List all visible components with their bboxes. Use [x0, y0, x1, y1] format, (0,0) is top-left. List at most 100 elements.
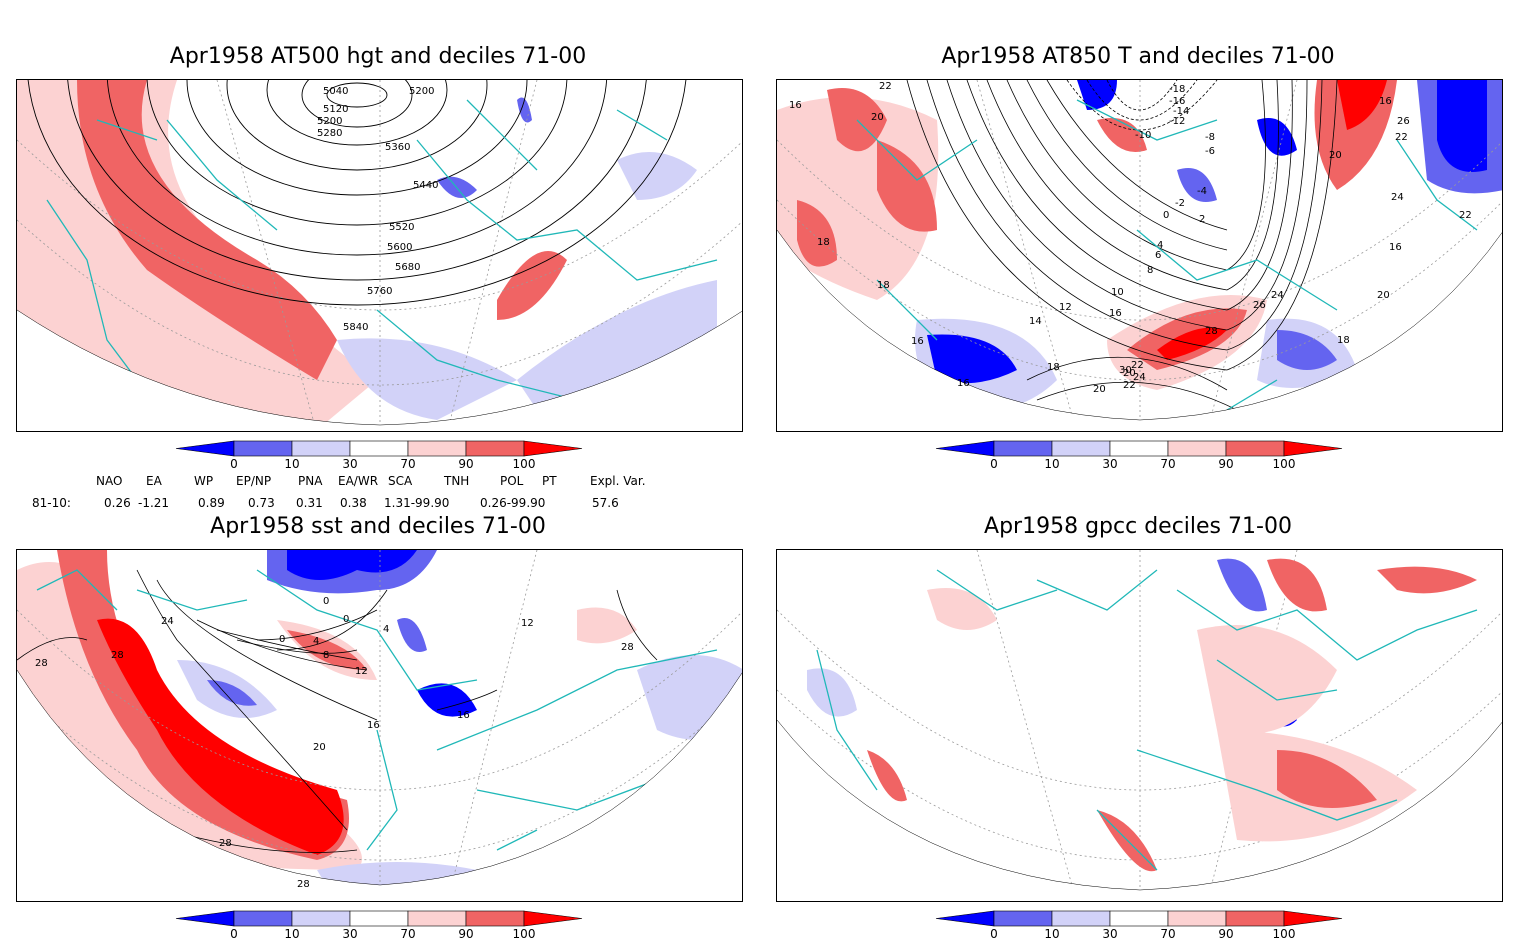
svg-text:4: 4 — [383, 624, 389, 635]
index-header: EP/NP — [236, 474, 272, 488]
colorbar-tick-label: 70 — [400, 457, 415, 471]
svg-text:8: 8 — [323, 650, 329, 661]
svg-text:12: 12 — [521, 618, 534, 629]
colorbar-segment-c70_90 — [1167, 910, 1227, 927]
colorbar-segment-c90_100 — [1225, 440, 1285, 457]
colorbar-above-100 — [1283, 440, 1343, 457]
svg-text:18: 18 — [817, 237, 830, 248]
colorbar-t850: 0 10 30 70 90 100 — [935, 439, 1356, 475]
svg-text:22: 22 — [879, 81, 892, 92]
svg-text:28: 28 — [111, 650, 124, 661]
svg-text:24: 24 — [161, 616, 174, 627]
colorbar-swatches: 0 10 30 70 90 100 — [935, 910, 1343, 941]
contour-labels-hgt: 5040 5120 5200 5280 5200 5360 5440 5520 … — [317, 86, 438, 333]
svg-text:22: 22 — [1131, 360, 1144, 371]
index-header: EA/WR — [338, 474, 379, 488]
svg-text:24: 24 — [1391, 192, 1404, 203]
colorbar-segment-c30_70 — [1109, 910, 1169, 927]
svg-text:5680: 5680 — [395, 262, 420, 273]
svg-text:12: 12 — [355, 666, 368, 677]
svg-text:4: 4 — [1157, 240, 1163, 251]
colorbar-hgt: 0 10 30 70 90 100 — [175, 439, 596, 475]
colorbar-segment-c70_90 — [1167, 440, 1227, 457]
index-header: TNH — [444, 474, 470, 488]
colorbar-gpcc: 0 10 30 70 90 100 — [935, 909, 1356, 945]
colorbar-segment-c70_90 — [407, 910, 467, 927]
colorbar-tick-label: 30 — [342, 457, 357, 471]
svg-text:20: 20 — [1329, 150, 1342, 161]
index-value: 0.26 — [104, 496, 131, 510]
panel-title-hgt: Apr1958 AT500 hgt and deciles 71-00 — [169, 44, 587, 69]
colorbar-tick-label: 10 — [1044, 927, 1059, 941]
svg-text:18: 18 — [1047, 362, 1060, 373]
colorbar-tick-label: 100 — [1273, 457, 1296, 471]
svg-text:2: 2 — [1199, 214, 1205, 225]
colorbar-below-0 — [935, 910, 995, 927]
colorbar-tick-label: 90 — [1218, 457, 1233, 471]
colorbar-tick-label: 10 — [284, 457, 299, 471]
index-value: 0.31 — [296, 496, 323, 510]
svg-text:4: 4 — [313, 636, 319, 647]
map-panel-t850: 22 16 20 18 18 16 16 -18 -16 -14 -12 -10… — [776, 79, 1503, 432]
index-value: 57.6 — [592, 496, 619, 510]
contour-labels-t850: 22 16 20 18 18 16 16 -18 -16 -14 -12 -10… — [789, 81, 1472, 395]
colorbar-segment-c30_70 — [349, 440, 409, 457]
colorbar-above-100 — [523, 440, 583, 457]
map-t850: 22 16 20 18 18 16 16 -18 -16 -14 -12 -10… — [777, 80, 1502, 421]
colorbar-tick-label: 0 — [990, 927, 998, 941]
svg-text:5360: 5360 — [385, 142, 410, 153]
colorbar-segment-c10_30 — [291, 440, 351, 457]
svg-text:-12: -12 — [1169, 116, 1185, 127]
index-value: 1.31-99.90 — [384, 496, 450, 510]
index-header: POL — [500, 474, 524, 488]
index-header: PT — [542, 474, 557, 488]
svg-text:5120: 5120 — [323, 104, 348, 115]
svg-text:16: 16 — [1379, 96, 1392, 107]
colorbar-tick-label: 70 — [1160, 927, 1175, 941]
svg-text:0: 0 — [279, 634, 285, 645]
svg-text:26: 26 — [1253, 300, 1266, 311]
index-header: Expl. Var. — [590, 474, 646, 488]
colorbar-swatches: 0 10 30 70 90 100 — [935, 440, 1343, 471]
svg-text:6: 6 — [1155, 250, 1161, 261]
svg-text:5600: 5600 — [387, 242, 412, 253]
colorbar-segment-c30_70 — [1109, 440, 1169, 457]
colorbar-segment-c90_100 — [1225, 910, 1285, 927]
svg-text:-4: -4 — [1197, 186, 1207, 197]
colorbar-below-0 — [175, 910, 235, 927]
svg-text:16: 16 — [457, 710, 470, 721]
svg-text:-14: -14 — [1173, 106, 1189, 117]
svg-text:-18: -18 — [1169, 84, 1185, 95]
colorbar-segment-c0_10 — [993, 440, 1053, 457]
indices-table: NAO EA WP EP/NP PNA EA/WR SCA TNH POL PT… — [0, 474, 760, 514]
colorbar-tick-label: 0 — [230, 927, 238, 941]
svg-text:-2: -2 — [1175, 198, 1185, 209]
svg-text:20: 20 — [1377, 290, 1390, 301]
colorbar-swatches: 0 10 30 70 90 100 — [175, 910, 583, 941]
colorbar-tick-label: 70 — [1160, 457, 1175, 471]
svg-text:18: 18 — [877, 280, 890, 291]
svg-text:26: 26 — [1397, 116, 1410, 127]
colorbar-below-0 — [935, 440, 995, 457]
svg-text:16: 16 — [789, 100, 802, 111]
svg-text:30: 30 — [1119, 365, 1132, 376]
colorbar-segment-c0_10 — [233, 910, 293, 927]
svg-text:0: 0 — [1163, 210, 1169, 221]
svg-text:22: 22 — [1459, 210, 1472, 221]
index-value: 0.38 — [340, 496, 367, 510]
colorbar-segment-c0_10 — [993, 910, 1053, 927]
map-panel-hgt: 5040 5120 5200 5280 5200 5360 5440 5520 … — [16, 79, 743, 432]
svg-text:14: 14 — [1029, 316, 1042, 327]
svg-text:16: 16 — [911, 336, 924, 347]
colorbar-segment-c10_30 — [1051, 440, 1111, 457]
svg-text:12: 12 — [1059, 302, 1072, 313]
map-gpcc — [777, 550, 1502, 891]
index-value: 0.89 — [198, 496, 225, 510]
svg-text:10: 10 — [1111, 287, 1124, 298]
colorbar-tick-label: 0 — [990, 457, 998, 471]
colorbar-tick-label: 70 — [400, 927, 415, 941]
colorbar-tick-label: 10 — [1044, 457, 1059, 471]
colorbar-segment-c90_100 — [465, 910, 525, 927]
svg-text:28: 28 — [1205, 326, 1218, 337]
svg-text:22: 22 — [1123, 380, 1136, 391]
